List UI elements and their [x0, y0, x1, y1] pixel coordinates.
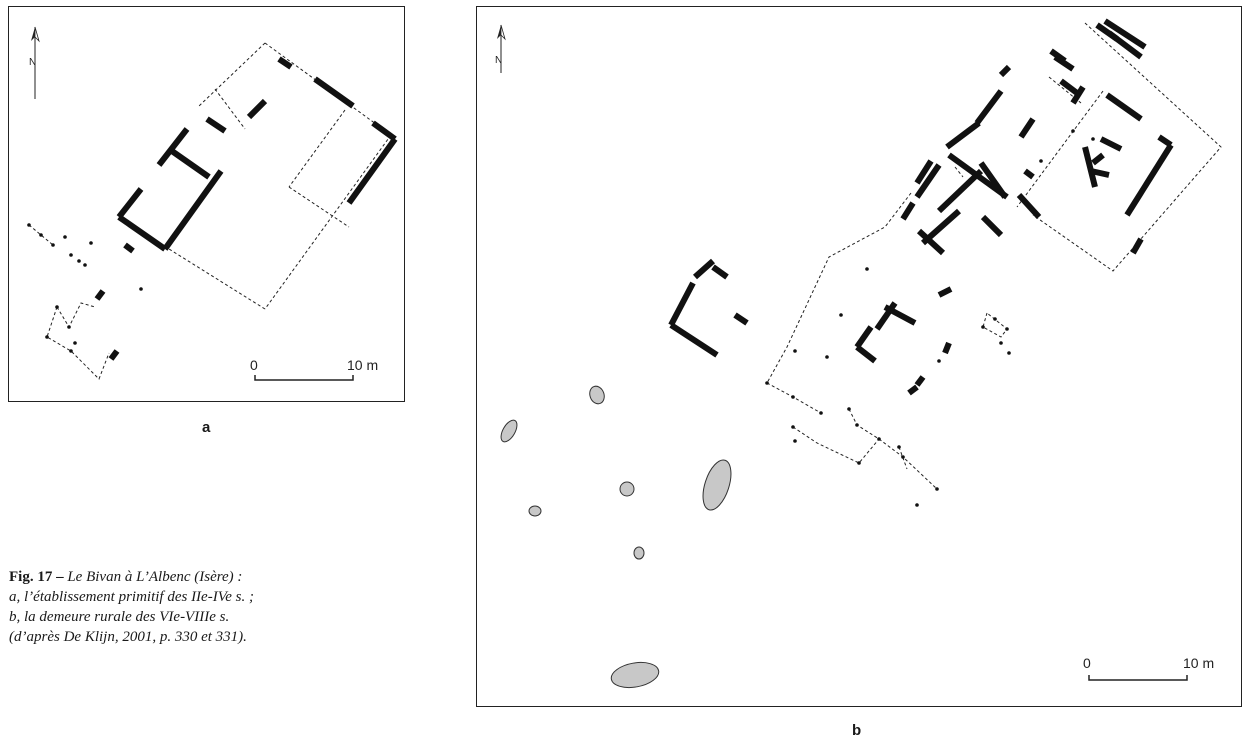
plan-a-drawing: N — [27, 26, 398, 381]
scale-bar-b: 0 10 m — [1083, 655, 1214, 681]
building-a — [94, 42, 398, 361]
scale-end-label: 10 m — [347, 357, 378, 373]
caption-line-2: a, l’établissement primitif des IIe-IVe … — [9, 589, 254, 605]
scale-bar-a: 0 10 m — [250, 357, 378, 381]
figure-caption: Fig. 17 – Le Bivan à L’Albenc (Isère) : … — [9, 567, 339, 647]
north-label: N — [29, 57, 36, 68]
panel-letter-a: a — [202, 419, 211, 436]
plan-panel-a: N — [8, 6, 405, 402]
plan-b-drawing: N — [495, 18, 1222, 689]
panel-letter-b: b — [852, 722, 862, 739]
post-holes-a — [27, 223, 143, 380]
caption-line-3: b, la demeure rurale des VIe-VIIIe s. — [9, 609, 230, 625]
post-holes-b — [765, 129, 1095, 507]
building-b — [766, 18, 1222, 384]
scale-zero-label: 0 — [1083, 655, 1091, 671]
scale-end-label: 10 m — [1183, 655, 1214, 671]
scale-zero-label: 0 — [250, 357, 258, 373]
caption-line-1: Le Bivan à L’Albenc (Isère) : — [67, 569, 243, 585]
north-label: N — [495, 55, 502, 66]
caption-label: Fig. 17 – — [9, 569, 64, 585]
caption-line-4: (d’après De Klijn, 2001, p. 330 et 331). — [9, 629, 247, 645]
north-arrow-icon: N — [495, 24, 506, 73]
north-arrow-icon: N — [29, 26, 40, 99]
outbuilding-left — [668, 258, 749, 358]
stones-b — [500, 385, 732, 689]
outbuilding-mid — [854, 286, 1011, 396]
plan-panel-b: N — [476, 6, 1242, 707]
